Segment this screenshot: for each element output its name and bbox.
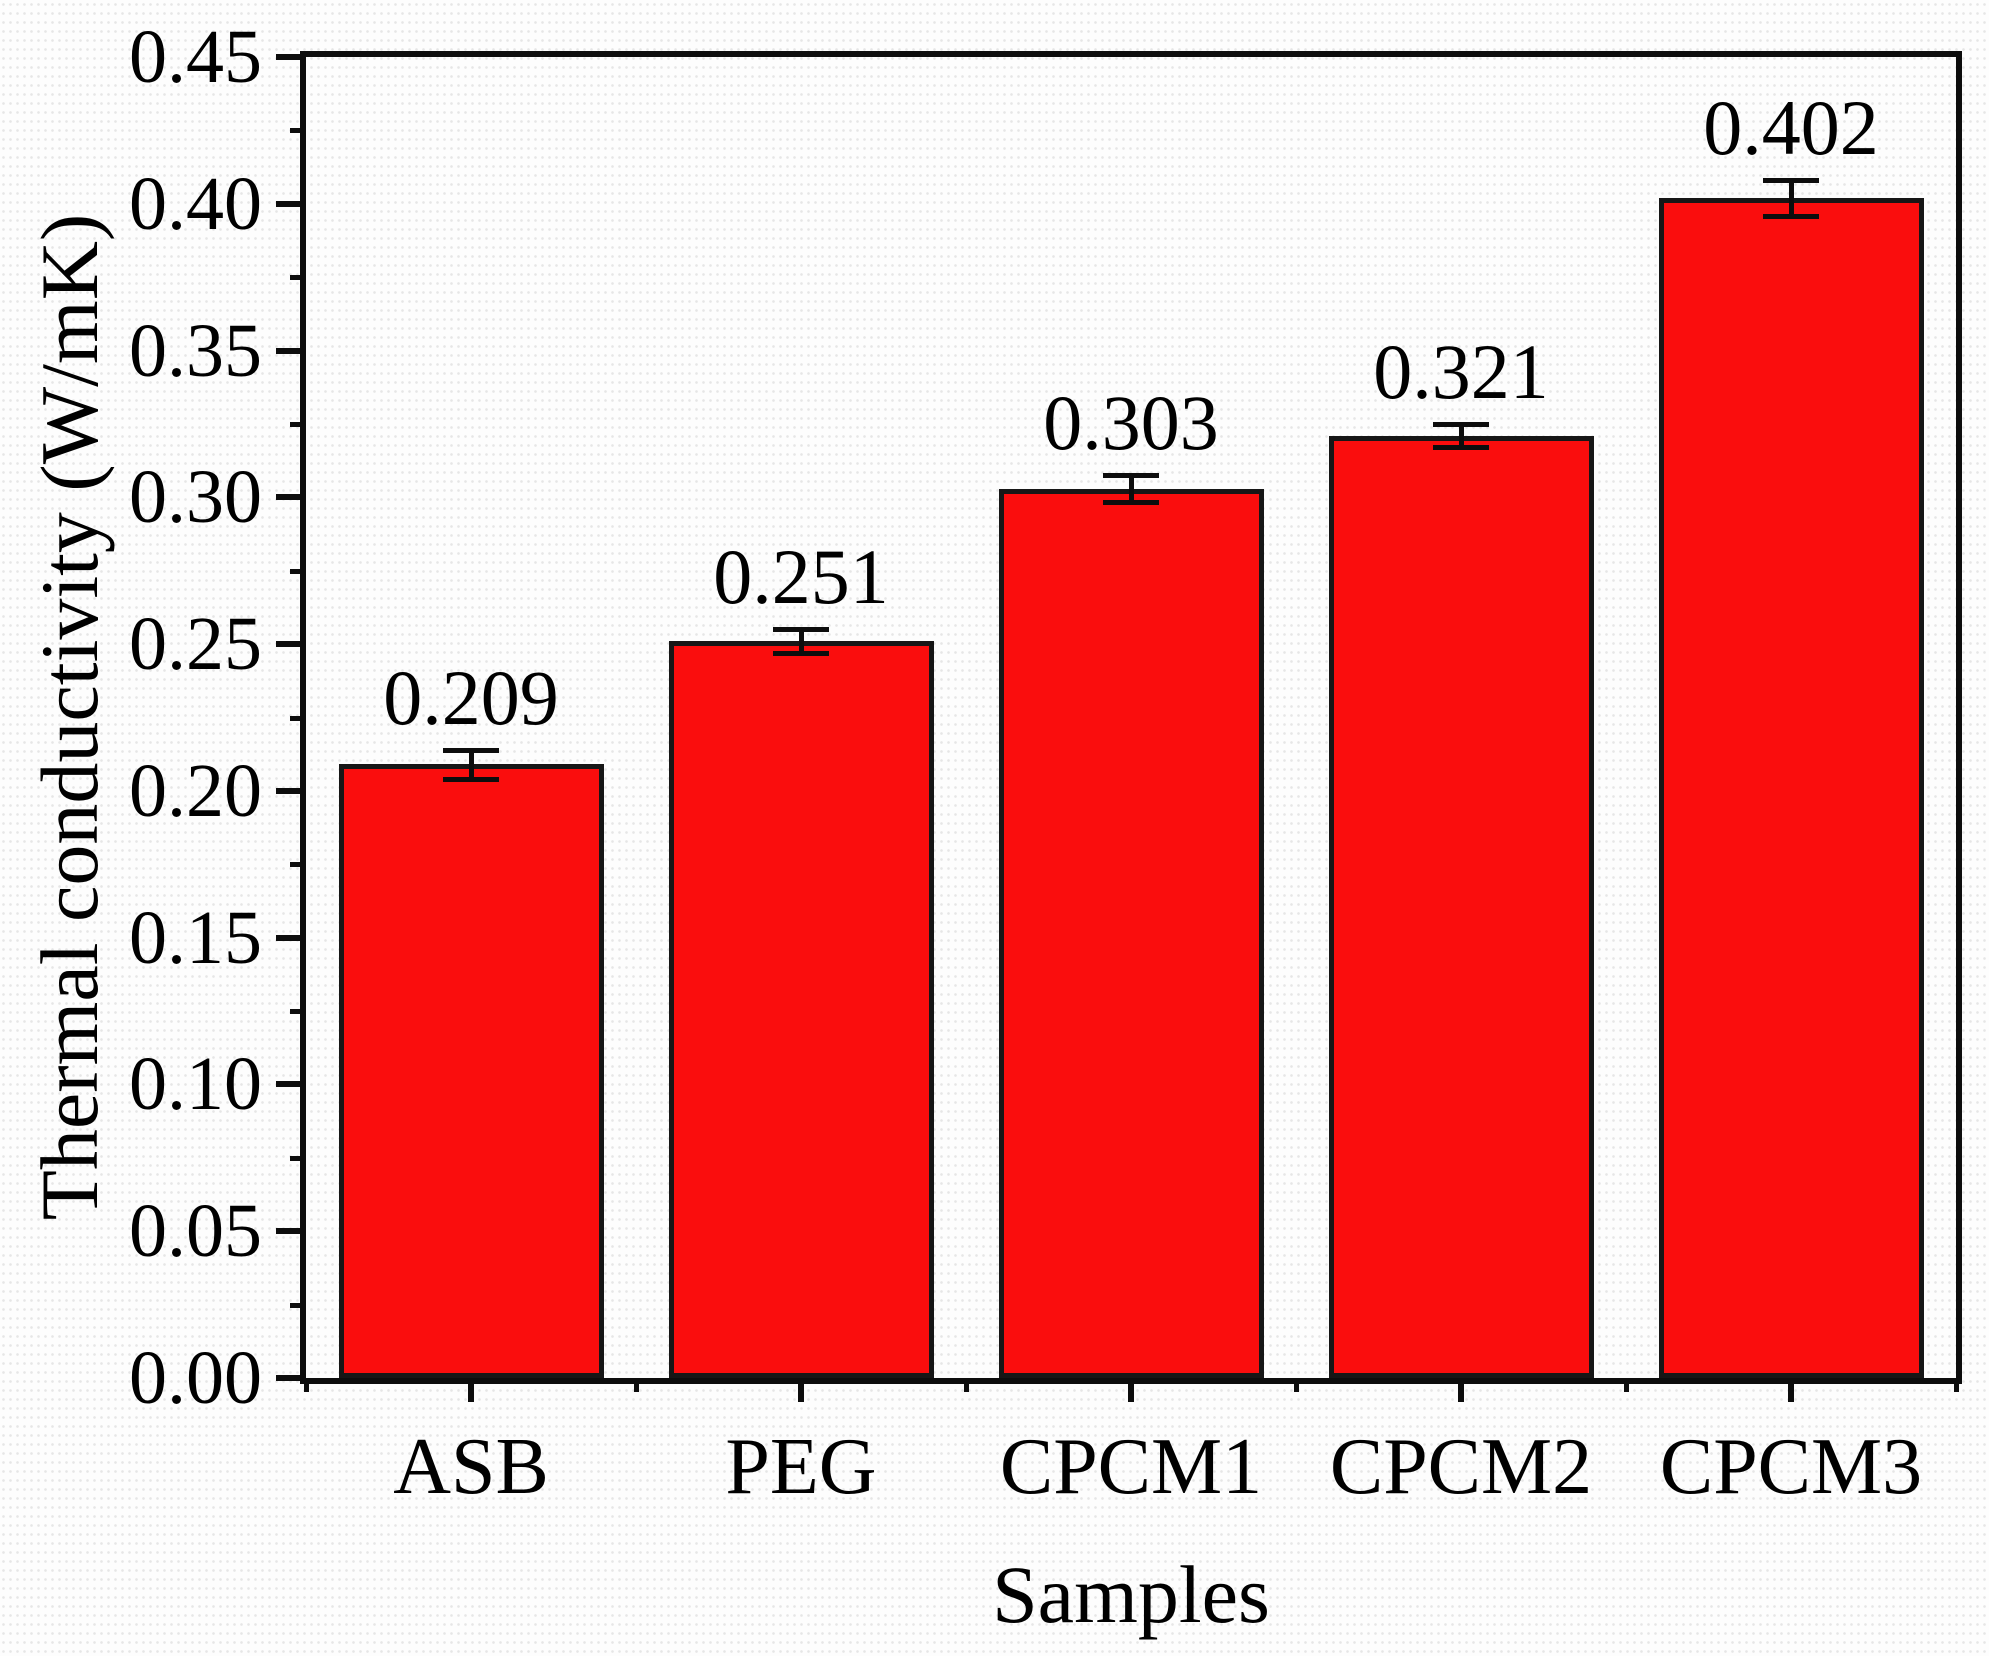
- error-bar-top-cap-cpcm1: [1103, 473, 1159, 479]
- error-bar-bottom-cap-asb: [443, 777, 499, 783]
- error-bar-bottom-cap-cpcm1: [1103, 499, 1159, 505]
- error-bar-asb: [468, 749, 474, 780]
- y-major-tick: [276, 1375, 306, 1381]
- x-minor-tick: [634, 1378, 639, 1392]
- y-minor-tick: [290, 421, 306, 427]
- y-minor-tick: [290, 1302, 306, 1308]
- y-major-tick: [276, 347, 306, 354]
- x-minor-tick: [964, 1378, 969, 1392]
- y-minor-tick: [290, 1009, 306, 1015]
- error-bar-bottom-cap-cpcm3: [1763, 213, 1819, 219]
- y-major-tick: [276, 934, 306, 941]
- error-bar-top-cap-peg: [773, 627, 829, 633]
- bar-value-label-cpcm3: 0.402: [1703, 84, 1879, 172]
- y-tick-label: 0.45: [129, 15, 262, 99]
- x-major-tick-cpcm1: [1128, 1378, 1134, 1402]
- error-bar-cpcm1: [1128, 475, 1134, 502]
- bar-value-label-cpcm2: 0.321: [1373, 327, 1549, 415]
- y-tick-label: 0.00: [129, 1336, 262, 1420]
- x-major-tick-cpcm3: [1788, 1378, 1794, 1402]
- error-bar-bottom-cap-peg: [773, 650, 829, 656]
- y-major-tick: [276, 200, 306, 207]
- y-tick-label: 0.05: [129, 1189, 262, 1274]
- x-category-label-cpcm1: CPCM1: [999, 1423, 1263, 1511]
- x-category-label-peg: PEG: [725, 1423, 877, 1511]
- y-minor-tick: [290, 862, 306, 868]
- y-major-tick: [276, 494, 306, 501]
- y-tick-label: 0.35: [129, 308, 262, 393]
- error-bar-cpcm2: [1458, 423, 1464, 448]
- y-tick-label: 0.40: [129, 161, 262, 246]
- bar-cpcm3: [1658, 198, 1924, 1378]
- bar-value-label-cpcm1: 0.303: [1043, 379, 1219, 467]
- x-minor-tick: [1954, 1378, 1959, 1392]
- y-major-tick: [276, 1228, 306, 1235]
- y-minor-tick: [290, 275, 306, 281]
- bar-peg: [668, 641, 934, 1378]
- y-tick-label: 0.25: [129, 602, 262, 687]
- x-minor-tick: [1624, 1378, 1629, 1392]
- plot-area: 0.209 0.251 0.303 0.321 0.402: [300, 51, 1962, 1384]
- y-tick-label: 0.30: [129, 455, 262, 540]
- y-tick-label: 0.20: [129, 748, 262, 833]
- x-minor-tick: [1294, 1378, 1299, 1392]
- x-major-tick-cpcm2: [1458, 1378, 1464, 1402]
- x-category-label-cpcm3: CPCM3: [1659, 1423, 1923, 1511]
- x-major-tick-peg: [798, 1378, 804, 1402]
- bar-value-label-asb: 0.209: [383, 653, 559, 741]
- error-bar-top-cap-asb: [443, 747, 499, 753]
- y-major-tick: [276, 1081, 306, 1088]
- x-category-label-cpcm2: CPCM2: [1329, 1423, 1593, 1511]
- y-tick-label: 0.15: [129, 895, 262, 980]
- x-minor-tick: [304, 1378, 309, 1392]
- y-minor-tick: [290, 568, 306, 574]
- error-bar-cpcm3: [1788, 180, 1794, 216]
- x-major-tick-asb: [468, 1378, 474, 1402]
- bar-value-label-peg: 0.251: [713, 533, 889, 621]
- x-category-label-asb: ASB: [393, 1423, 549, 1511]
- y-minor-tick: [290, 715, 306, 721]
- error-bar-peg: [798, 629, 804, 653]
- y-minor-tick: [290, 128, 306, 134]
- error-bar-bottom-cap-cpcm2: [1433, 445, 1489, 451]
- y-major-tick: [276, 641, 306, 648]
- y-tick-label: 0.10: [129, 1042, 262, 1127]
- y-minor-tick: [290, 1155, 306, 1161]
- y-major-tick: [276, 787, 306, 794]
- x-axis-title: Samples: [992, 1549, 1270, 1640]
- y-major-tick: [276, 54, 306, 60]
- bar-cpcm1: [998, 489, 1264, 1378]
- error-bar-top-cap-cpcm3: [1763, 178, 1819, 184]
- bar-asb: [338, 764, 604, 1378]
- error-bar-top-cap-cpcm2: [1433, 421, 1489, 427]
- bar-cpcm2: [1328, 436, 1594, 1378]
